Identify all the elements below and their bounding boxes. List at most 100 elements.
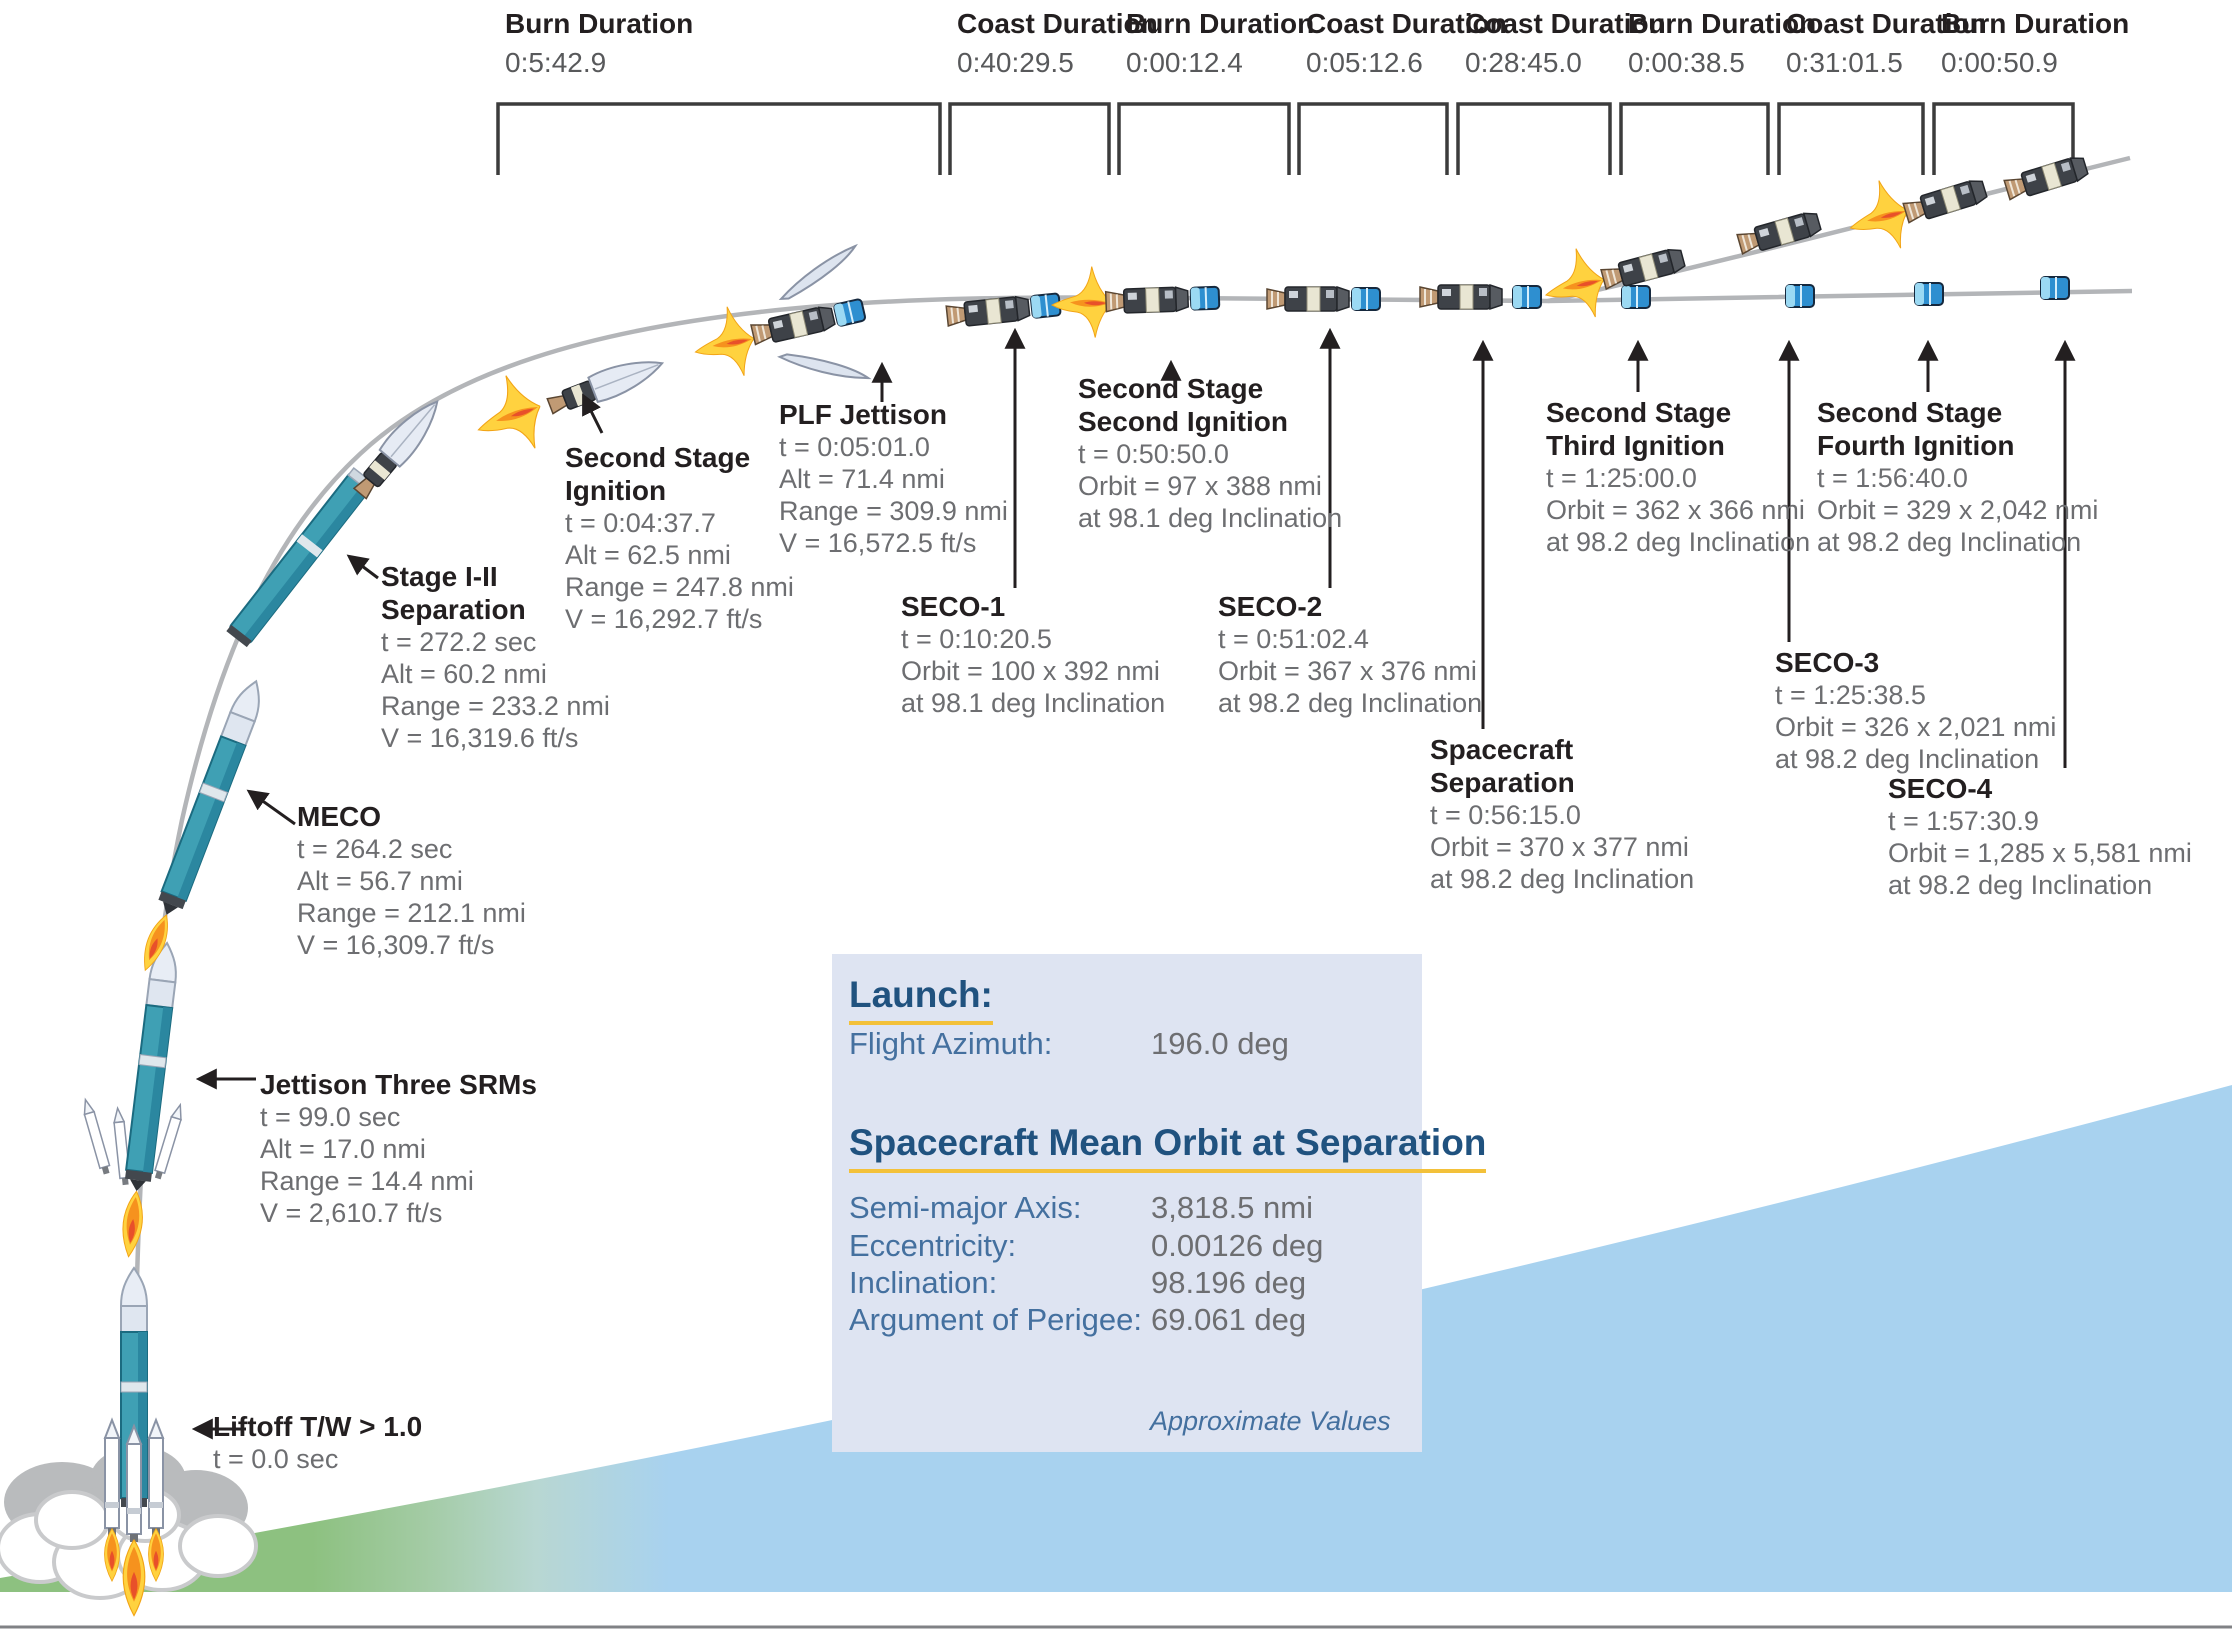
- duration-time: 0:00:38.5: [1628, 47, 1745, 78]
- semi-major-axis-value: 3,818.5 nmi: [1151, 1190, 1313, 1225]
- semi-major-axis-label: Semi-major Axis:: [849, 1190, 1082, 1225]
- event-detail-line: at 98.1 deg Inclination: [1078, 503, 1343, 533]
- event-title: Liftoff T/W > 1.0: [213, 1411, 423, 1442]
- event-title: Second Stage: [1817, 397, 2003, 428]
- event-detail-line: at 98.2 deg Inclination: [1546, 527, 1811, 557]
- event-detail-line: Orbit = 329 x 2,042 nmi: [1817, 495, 2099, 525]
- event-detail-line: at 98.2 deg Inclination: [1775, 744, 2040, 774]
- event-title: Second Ignition: [1078, 406, 1288, 437]
- eccentricity-label: Eccentricity:: [849, 1228, 1017, 1263]
- event-seco-2: SECO-2 t = 0:51:02.4 Orbit = 367 x 376 nmi…: [1218, 590, 1482, 719]
- event-stage-1-2-separation: Stage I-II Separation t = 272.2 sec Alt = 6…: [381, 560, 610, 754]
- duration-label: Coast Duration: [1786, 8, 1987, 39]
- event-detail-line: t = 0.0 sec: [213, 1444, 339, 1474]
- eccentricity-value: 0.00126 deg: [1151, 1228, 1324, 1263]
- event-second-stage-third-ignition: Second Stage Third Ignition t = 1:25:00.0 O…: [1546, 396, 1810, 558]
- event-detail-line: t = 1:56:40.0: [1817, 463, 1968, 493]
- event-title: Third Ignition: [1546, 430, 1725, 461]
- duration-label: Burn Duration: [1126, 8, 1315, 39]
- duration-label: Burn Duration: [1628, 8, 1817, 39]
- event-detail-line: Orbit = 370 x 377 nmi: [1430, 832, 1689, 862]
- launch-info-panel: Launch: Flight Azimuth: 196.0 deg Spacec…: [832, 954, 1487, 1452]
- event-detail-line: t = 264.2 sec: [297, 834, 453, 864]
- event-detail-line: Alt = 56.7 nmi: [297, 866, 463, 896]
- event-detail-line: t = 99.0 sec: [260, 1102, 401, 1132]
- event-title: Second Stage: [565, 442, 751, 473]
- event-detail-line: Range = 233.2 nmi: [381, 691, 610, 721]
- event-seco-1: SECO-1 t = 0:10:20.5 Orbit = 100 x 392 nmi…: [901, 590, 1165, 719]
- duration-time: 0:00:50.9: [1941, 47, 2058, 78]
- event-second-stage-second-ignition: Second Stage Second Ignition t = 0:50:50.0…: [1078, 372, 1342, 534]
- event-detail-line: Orbit = 367 x 376 nmi: [1218, 656, 1477, 686]
- event-second-stage-fourth-ignition: Second Stage Fourth Ignition t = 1:56:40.0…: [1817, 396, 2098, 558]
- duration-label: Burn Duration: [505, 8, 694, 39]
- event-detail-line: t = 0:04:37.7: [565, 508, 716, 538]
- event-title: Second Stage: [1078, 373, 1264, 404]
- duration-time: 0:40:29.5: [957, 47, 1074, 78]
- second-stage-second-ignition-icon: [1050, 265, 1220, 340]
- spacecraft-separation-icon: [1419, 284, 1542, 310]
- event-detail-line: t = 0:51:02.4: [1218, 624, 1369, 654]
- launch-heading: Launch:: [849, 974, 993, 1025]
- event-detail-line: t = 0:10:20.5: [901, 624, 1052, 654]
- approximate-values-note: Approximate Values: [1150, 1406, 1391, 1436]
- event-detail-line: Alt = 60.2 nmi: [381, 659, 547, 689]
- argument-of-perigee-value: 69.061 deg: [1151, 1302, 1307, 1337]
- event-detail-line: t = 1:57:30.9: [1888, 806, 2039, 836]
- flight-azimuth-value: 196.0 deg: [1151, 1026, 1289, 1061]
- duration-time: 0:05:12.6: [1306, 47, 1423, 78]
- launch-vehicle-on-pad: [104, 1267, 164, 1617]
- event-detail-line: Range = 14.4 nmi: [260, 1166, 474, 1196]
- event-detail-line: t = 272.2 sec: [381, 627, 537, 657]
- event-detail-line: Orbit = 326 x 2,021 nmi: [1775, 712, 2057, 742]
- event-jettison-three-srms: Jettison Three SRMs t = 99.0 sec Alt = 17.…: [260, 1068, 537, 1229]
- event-detail-line: t = 0:05:01.0: [779, 432, 930, 462]
- event-detail-line: Alt = 71.4 nmi: [779, 464, 945, 494]
- duration-label: Coast Duration: [957, 8, 1158, 39]
- event-detail-line: at 98.2 deg Inclination: [1888, 870, 2153, 900]
- duration-time: 0:31:01.5: [1786, 47, 1903, 78]
- srm-jettison-rocket: [79, 940, 186, 1259]
- event-detail-line: t = 0:50:50.0: [1078, 439, 1229, 469]
- event-detail-line: at 98.1 deg Inclination: [901, 688, 1166, 718]
- event-detail-line: at 98.2 deg Inclination: [1430, 864, 1695, 894]
- event-detail-line: Range = 212.1 nmi: [297, 898, 526, 928]
- event-title: Separation: [1430, 767, 1575, 798]
- duration-time: 0:28:45.0: [1465, 47, 1582, 78]
- event-detail-line: Orbit = 1,285 x 5,581 nmi: [1888, 838, 2192, 868]
- duration-brackets: [496, 102, 2075, 175]
- event-title: Jettison Three SRMs: [260, 1069, 537, 1100]
- event-seco-4: SECO-4 t = 1:57:30.9 Orbit = 1,285 x 5,581…: [1888, 772, 2192, 901]
- flight-azimuth-label: Flight Azimuth:: [849, 1026, 1053, 1061]
- duration-label: Coast Duration: [1465, 8, 1666, 39]
- event-detail-line: V = 2,610.7 ft/s: [260, 1198, 443, 1228]
- event-detail-line: Alt = 62.5 nmi: [565, 540, 731, 570]
- event-title: Separation: [381, 594, 526, 625]
- event-detail-line: Alt = 17.0 nmi: [260, 1134, 426, 1164]
- argument-of-perigee-label: Argument of Perigee:: [849, 1302, 1142, 1337]
- event-detail-line: at 98.2 deg Inclination: [1218, 688, 1483, 718]
- plf-jettison-icon: [686, 244, 871, 386]
- event-detail-line: Range = 247.8 nmi: [565, 572, 794, 602]
- event-title: SECO-4: [1888, 773, 1993, 804]
- callout-arrows: [191, 327, 2076, 1440]
- duration-time: 0:5:42.9: [505, 47, 607, 78]
- event-title: Ignition: [565, 475, 667, 506]
- event-detail-line: V = 16,572.5 ft/s: [779, 528, 977, 558]
- event-second-stage-ignition: Second Stage Ignition t = 0:04:37.7 Alt = 6…: [565, 441, 794, 635]
- event-detail-line: t = 0:56:15.0: [1430, 800, 1581, 830]
- inclination-label: Inclination:: [849, 1265, 998, 1300]
- first-stage-burn-rocket: [136, 675, 270, 974]
- event-detail-line: at 98.2 deg Inclination: [1817, 527, 2082, 557]
- earth-ground: [0, 1085, 2232, 1592]
- event-title: PLF Jettison: [779, 399, 948, 430]
- event-detail-line: t = 1:25:38.5: [1775, 680, 1926, 710]
- event-title: MECO: [297, 801, 381, 832]
- duration-label: Burn Duration: [1941, 8, 2130, 39]
- event-detail-line: V = 16,309.7 ft/s: [297, 930, 495, 960]
- event-detail-line: V = 16,292.7 ft/s: [565, 604, 763, 634]
- event-detail-line: Orbit = 100 x 392 nmi: [901, 656, 1160, 686]
- event-title: Second Stage: [1546, 397, 1732, 428]
